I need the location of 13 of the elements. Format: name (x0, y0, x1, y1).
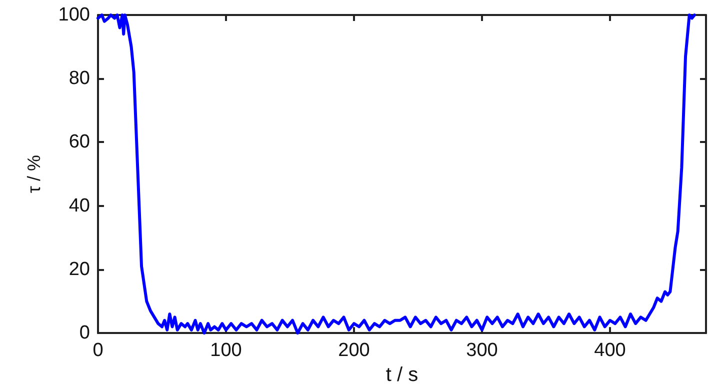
x-tick-label: 200 (338, 340, 370, 362)
x-tick-label: 0 (92, 340, 104, 362)
x-tick-label: 400 (594, 340, 626, 362)
x-axis-title: t / s (386, 364, 418, 386)
y-tick-label: 80 (68, 68, 90, 90)
x-tick-label: 100 (210, 340, 242, 362)
y-tick-label: 20 (68, 258, 90, 280)
y-tick-label: 40 (68, 195, 90, 216)
y-tick-label: 0 (79, 322, 90, 344)
y-axis-title: τ / % (24, 154, 44, 194)
y-tick-label: 100 (58, 4, 90, 26)
x-tick-label: 300 (466, 340, 498, 362)
y-tick-label: 60 (68, 132, 90, 153)
